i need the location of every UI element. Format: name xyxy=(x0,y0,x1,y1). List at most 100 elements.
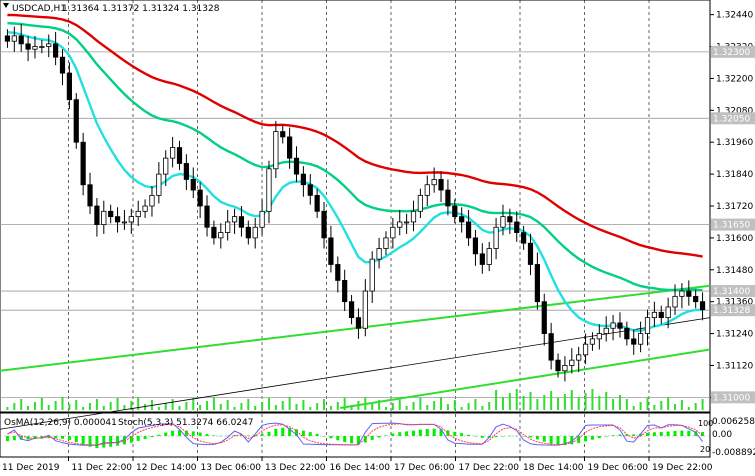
osma-bar xyxy=(522,436,526,437)
ema-green-line xyxy=(7,22,703,292)
osma-bar xyxy=(171,430,175,436)
candle-body xyxy=(699,301,706,311)
osma-bar xyxy=(205,434,209,436)
osma-bar xyxy=(363,436,367,443)
candle-body xyxy=(417,194,423,212)
osma-bar xyxy=(67,436,71,440)
candle-body xyxy=(293,157,300,175)
osma-bar xyxy=(473,436,477,437)
level-tag-bg xyxy=(711,218,755,231)
volume-bar xyxy=(598,396,601,410)
volume-bar xyxy=(412,402,415,410)
candle-body xyxy=(596,333,602,340)
level-tag-label: 1.32050 xyxy=(713,114,750,124)
volume-bar xyxy=(82,407,85,410)
osma-bar xyxy=(501,436,505,437)
main-plot-area xyxy=(0,0,711,413)
osma-label: OsMA(12,26,9) 0.000041 xyxy=(4,418,117,428)
candle-body xyxy=(245,226,251,239)
volume-bar xyxy=(212,397,215,410)
osma-bar xyxy=(281,427,285,436)
volume-bar xyxy=(371,404,374,410)
volume-bar xyxy=(529,392,532,410)
candle-body xyxy=(238,216,245,228)
candle-body xyxy=(445,189,451,207)
candle-body xyxy=(493,226,499,249)
osma-bar xyxy=(226,435,230,437)
candle-body xyxy=(383,237,389,249)
level-tag-label: 1.32300 xyxy=(713,48,750,58)
volume-bar xyxy=(426,405,429,410)
candle-body xyxy=(328,237,334,265)
osma-bar xyxy=(288,428,292,436)
osma-bar xyxy=(604,436,608,437)
candle-body xyxy=(521,232,527,244)
chart-symbol: USDCAD,H1 xyxy=(12,4,66,14)
osma-bar xyxy=(178,430,181,436)
candle-body xyxy=(121,221,128,224)
volume-bar xyxy=(433,401,436,410)
volume-bar xyxy=(350,405,353,410)
moving-averages xyxy=(7,13,703,333)
osma-bar xyxy=(74,436,78,443)
candle-body xyxy=(555,359,561,372)
osma-bar xyxy=(136,436,140,441)
volume-bar xyxy=(254,406,257,410)
oscillator xyxy=(0,422,710,448)
candle-body xyxy=(617,322,623,329)
candle-body xyxy=(589,338,596,345)
level-tag-bg xyxy=(711,45,755,58)
osc-axis-mid: 0.00 xyxy=(712,430,732,440)
candle-body xyxy=(94,205,100,226)
osc-axis-top: 0.006258 xyxy=(712,417,755,427)
volume-bar xyxy=(123,405,126,410)
candle-body xyxy=(369,258,375,292)
volume-bar xyxy=(247,399,250,410)
osma-bar xyxy=(632,434,636,436)
volume-bar xyxy=(584,393,587,410)
level-tag-bg xyxy=(711,391,755,404)
volume-bar xyxy=(233,407,236,410)
osma-bar xyxy=(329,436,333,439)
volume-bar xyxy=(316,403,319,410)
candle-body xyxy=(25,43,31,50)
candle-body xyxy=(18,35,24,45)
candle-body xyxy=(135,210,141,218)
osma-bar xyxy=(164,432,168,436)
candle-body xyxy=(507,216,513,223)
price-label: 1.32440 xyxy=(716,11,753,21)
osma-bar xyxy=(398,432,402,436)
candle-body xyxy=(452,205,458,218)
volume-bar xyxy=(522,396,525,410)
volume-bar xyxy=(687,407,690,410)
osma-bar xyxy=(666,431,670,436)
osma-bar xyxy=(542,436,546,442)
volume-bar xyxy=(591,389,594,410)
osma-bar xyxy=(239,435,243,436)
volume-bar xyxy=(89,403,92,410)
channel-mid-line xyxy=(0,317,711,430)
volume-bar xyxy=(543,395,546,410)
price-label: 1.31720 xyxy=(716,202,753,212)
candle-body xyxy=(500,216,506,228)
candle-body xyxy=(638,333,644,345)
osma-bar xyxy=(54,436,58,439)
candlesticks xyxy=(4,23,706,382)
time-label: 13 Dec 22:00 xyxy=(265,463,326,473)
osma-bar xyxy=(301,430,305,436)
time-label: 19 Dec 06:00 xyxy=(588,463,649,473)
volume-bar xyxy=(405,406,408,410)
level-tag-label: 1.31328 xyxy=(713,306,750,316)
dropdown-triangle-icon[interactable] xyxy=(3,3,9,8)
osma-bar xyxy=(556,436,560,446)
osma-bar xyxy=(295,429,298,436)
osma-bar xyxy=(253,435,257,436)
osma-bar xyxy=(432,428,436,436)
candle-body xyxy=(582,343,589,356)
volume-bar xyxy=(102,406,105,410)
osma-bar xyxy=(274,429,278,436)
volume-bar xyxy=(398,399,401,410)
osma-bar xyxy=(122,436,126,445)
osma-bar xyxy=(109,436,113,447)
